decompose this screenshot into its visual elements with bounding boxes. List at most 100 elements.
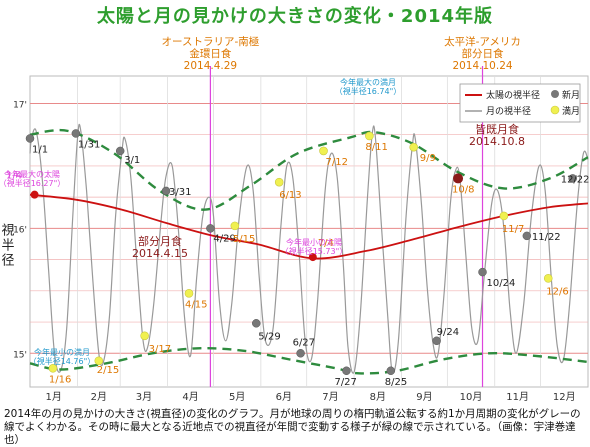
month-label: 3月 — [136, 391, 152, 403]
legend-box — [459, 83, 581, 123]
figure-caption: 2014年の月の見かけの大きさ(視直径)の変化のグラフ。月が地球の周りの楕円軌道… — [4, 408, 581, 446]
full-moon-point — [140, 331, 149, 341]
max-sun-annotation: 今年最大の太陽 — [4, 169, 60, 179]
new-moon-point — [252, 319, 261, 328]
solar-eclipse-annotation: 2014.10.24 — [452, 60, 512, 72]
sun-date-label: 7/4 — [318, 238, 334, 249]
new-moon-point — [115, 146, 125, 156]
new-moon-label: 10/24 — [487, 278, 516, 289]
full-moon-point — [365, 131, 374, 141]
month-label: 10月 — [460, 391, 483, 403]
moon-line — [29, 123, 589, 374]
y-axis-label: 径 — [1, 254, 14, 269]
sun-point — [30, 190, 39, 199]
sun-date-label: 1/4 — [6, 170, 22, 181]
y-tick-label: 16' — [13, 225, 27, 235]
y-tick-label: 17' — [13, 100, 27, 110]
eclipse-lines — [209, 66, 484, 387]
new-moon-label: 6/27 — [293, 337, 315, 348]
full-moon-point — [48, 363, 58, 373]
apogee-envelope — [29, 347, 589, 375]
max-sun-annotation: （視半径16.27"） — [0, 178, 65, 188]
legend-full-moon-label: 満月 — [562, 106, 580, 117]
legend-full-moon-swatch — [550, 105, 560, 115]
legend-new-moon-swatch — [551, 90, 559, 98]
new-moon-label: 3/1 — [124, 155, 140, 166]
full-moon-label: 9/9 — [420, 153, 436, 164]
full-moon-point — [184, 289, 194, 298]
full-moon-label: 5/15 — [233, 234, 255, 245]
legend-moon-label: 月の視半径 — [486, 105, 531, 117]
labels-layer: 17' 16' 15' 視半径 1月 2月 3月 4月 5月 6月 7月 8月 9月 10月 11月 12月 1… — [0, 35, 590, 403]
new-moon-label: 11/22 — [532, 232, 561, 243]
full-moon-point — [499, 211, 509, 221]
new-moon-label: 12/22 — [561, 174, 590, 185]
solar-eclipse-annotation: 2014.4.29 — [184, 60, 237, 72]
min-sun-annotation: （視半径15.73"） — [281, 246, 348, 256]
lunar-eclipse-annotation: 部分月食 — [138, 234, 182, 248]
new-moon-label: 8/25 — [385, 377, 407, 388]
y-tick-label: 15' — [13, 350, 27, 360]
new-moon-point — [161, 186, 171, 196]
full-moon-label: 3/17 — [149, 344, 171, 355]
full-moon-label: 11/7 — [502, 224, 524, 235]
new-moon-point — [386, 366, 396, 376]
new-moon-point — [342, 366, 351, 376]
month-label: 8月 — [370, 391, 386, 403]
total-eclipse-point — [453, 173, 464, 184]
month-label: 1月 — [46, 391, 62, 403]
solar-eclipse-annotation: 部分日食 — [462, 47, 504, 60]
full-moon-point — [94, 356, 104, 366]
month-label: 5月 — [229, 391, 245, 403]
solar-eclipse-annotation: 太平洋-アメリカ — [444, 35, 521, 48]
full-moon-point — [409, 142, 419, 152]
full-moon-label: 10/8 — [452, 184, 474, 195]
sun-point — [308, 253, 317, 262]
solar-eclipse-annotation: オーストラリア-南極 — [162, 35, 260, 48]
new-moon-point — [478, 267, 487, 277]
min-moon-annotation: 今年最小の満月 — [34, 347, 90, 357]
full-moon-point — [230, 221, 240, 231]
month-label: 4月 — [182, 391, 198, 403]
full-moon-point — [319, 146, 328, 156]
legend-sun-label: 太陽の視半径 — [486, 89, 540, 101]
full-moon-label: 2/15 — [97, 365, 119, 376]
marks-layer — [25, 129, 577, 376]
full-moon-label: 8/11 — [365, 142, 387, 153]
new-moon-point — [296, 349, 305, 358]
legend-new-moon-label: 新月 — [562, 89, 580, 101]
full-moon-label: 1/16 — [49, 374, 71, 385]
perigee-envelope — [29, 128, 589, 211]
full-moon-label: 6/13 — [279, 190, 301, 201]
max-moon-annotation: 今年最大の満月 — [340, 77, 396, 87]
plot-frame — [29, 75, 589, 388]
month-label: 6月 — [276, 391, 292, 403]
lunar-eclipse-annotation: 皆既月食 — [475, 122, 519, 136]
grid — [29, 75, 589, 388]
max-moon-annotation: （視半径16.74"） — [335, 86, 402, 96]
month-label: 7月 — [322, 391, 338, 403]
full-moon-label: 4/15 — [185, 299, 207, 310]
month-label: 2月 — [91, 391, 107, 403]
new-moon-point — [522, 231, 532, 241]
y-axis-label: 視 — [1, 224, 14, 239]
new-moon-point — [25, 134, 35, 143]
full-moon-label: 7/12 — [326, 157, 348, 168]
new-moon-label: 3/31 — [169, 187, 191, 198]
month-label: 12月 — [553, 391, 576, 403]
month-label: 11月 — [506, 391, 529, 403]
min-moon-annotation: （視半径14.76"） — [29, 356, 96, 366]
lunar-eclipse-annotation: 2014.4.15 — [132, 247, 188, 260]
new-moon-label: 4/29 — [213, 233, 235, 244]
new-moon-label: 1/31 — [78, 139, 100, 150]
full-moon-point — [543, 274, 553, 283]
min-sun-annotation: 今年最小の太陽 — [286, 237, 342, 247]
new-moon-point — [568, 174, 577, 183]
full-moon-label: 12/6 — [546, 286, 568, 297]
moon-size-chart: 17' 16' 15' 視半径 1月 2月 3月 4月 5月 6月 7月 8月 9月 10月 11月 12月 1… — [0, 35, 590, 403]
solar-eclipse-annotation: 金環日食 — [189, 47, 231, 60]
month-label: 9月 — [416, 391, 432, 403]
new-moon-point — [432, 336, 441, 346]
new-moon-label: 1/1 — [32, 144, 48, 155]
